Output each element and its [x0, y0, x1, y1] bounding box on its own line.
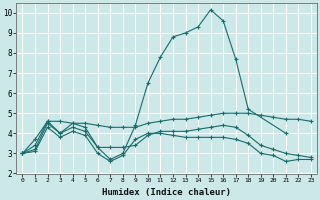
- X-axis label: Humidex (Indice chaleur): Humidex (Indice chaleur): [102, 188, 231, 197]
